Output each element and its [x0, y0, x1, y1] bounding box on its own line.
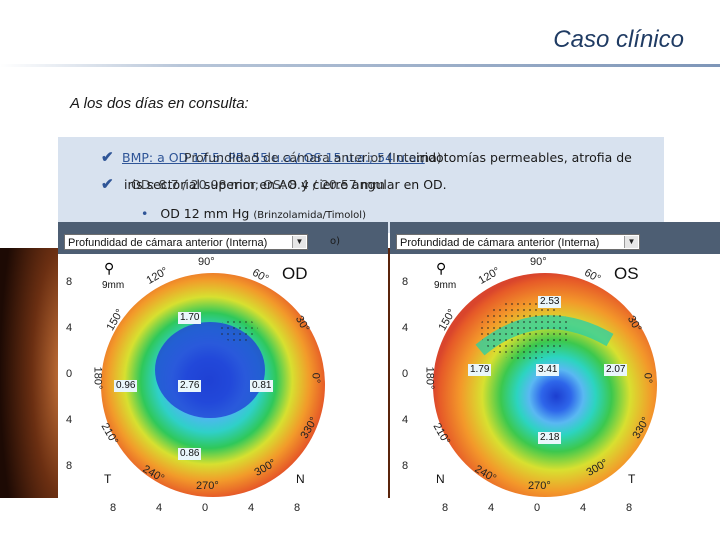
topography-od: Profundidad de cámara anterior (Interna)… [58, 222, 388, 540]
deg-180: 180° [91, 366, 104, 390]
x-tick: 0 [202, 502, 209, 514]
os-color-map [433, 273, 657, 497]
bullet-line1-underlined: BMP: a OD 17.5; PR: 55 u.a./ OS 15 u.a.;… [122, 150, 425, 165]
x-tick: 0 [534, 502, 541, 514]
deg-0: 0° [641, 372, 654, 384]
deg-270: 270° [528, 480, 551, 492]
x-tick: 8 [442, 502, 449, 514]
mm-label: 9mm [434, 280, 457, 291]
map-type-dropdown[interactable]: Profundidad de cámara anterior (Interna)… [396, 234, 640, 250]
x-tick: 8 [110, 502, 117, 514]
x-tick: 8 [626, 502, 633, 514]
deg-270: 270° [196, 480, 219, 492]
deg-90: 90° [530, 256, 547, 268]
x-tick: 4 [156, 502, 163, 514]
corner-right: N [296, 472, 305, 486]
value-center: 2.76 [178, 380, 202, 392]
value-left: 0.96 [114, 380, 138, 392]
iop-line: • OD 12 mm Hg (Brinzolamida/Timolol) [141, 206, 366, 221]
bullet-line1-overlay-c: iridotomías permeables, atrofia de [416, 150, 632, 165]
value-right: 0.81 [250, 380, 274, 392]
value-left: 1.79 [468, 364, 492, 376]
title-rule [0, 64, 720, 67]
y-tick: 4 [402, 322, 409, 334]
eye-label: OS [614, 264, 639, 283]
y-tick: 4 [66, 414, 73, 426]
value-right: 2.07 [604, 364, 628, 376]
y-tick: 4 [402, 414, 409, 426]
magnifier-icon[interactable]: ⚲ [104, 260, 115, 276]
y-tick: 4 [66, 322, 73, 334]
bullet-line1-overlay-b: Profundidad de cámara anterior (Interna) [184, 150, 442, 165]
deg-90: 90° [198, 256, 215, 268]
y-tick: 0 [402, 368, 409, 380]
eye-photo-left [0, 248, 64, 498]
corner-right: T [628, 472, 636, 486]
x-tick: 4 [580, 502, 587, 514]
y-tick: 8 [402, 276, 409, 288]
iop-text: OD 12 mm Hg [160, 206, 250, 221]
x-tick: 8 [294, 502, 301, 514]
corner-left: N [436, 472, 445, 486]
mm-label: 9mm [102, 280, 125, 291]
dropdown-value: Profundidad de cámara anterior (Interna) [400, 237, 600, 249]
value-center-top: 1.70 [178, 312, 202, 324]
overlap-paren: o) [330, 236, 341, 247]
deg-180: 180° [423, 366, 436, 390]
y-tick: 8 [66, 460, 73, 472]
chevron-down-icon: ▼ [292, 236, 306, 248]
iop-medication: (Brinzolamida/Timolol) [253, 210, 366, 221]
bullet-line2-overlay-a: iris sectorial superior en AO y cierre a… [124, 177, 447, 192]
od-color-map [101, 273, 325, 497]
y-tick: 0 [66, 368, 73, 380]
x-tick: 4 [488, 502, 495, 514]
sub-bullet-dot: • [141, 206, 149, 221]
dropdown-value: Profundidad de cámara anterior (Interna) [68, 237, 268, 249]
value-bottom: 0.86 [178, 448, 202, 460]
y-tick: 8 [66, 276, 73, 288]
slide-title: Caso clínico [553, 26, 684, 53]
x-tick: 4 [248, 502, 255, 514]
corner-left: T [104, 472, 112, 486]
deg-0: 0° [309, 372, 322, 384]
checkmark-icon: ✔ [101, 149, 114, 166]
value-bottom: 2.18 [538, 432, 562, 444]
y-tick: 8 [402, 460, 409, 472]
magnifier-icon[interactable]: ⚲ [436, 260, 447, 276]
topography-os: Profundidad de cámara anterior (Interna)… [390, 222, 720, 540]
subtitle: A los dos días en consulta: [70, 95, 249, 112]
bullet-line2-overlay-b: OD: 8.7 / 20.98 mm; OS: 8.4 / 20.57 mm [131, 177, 386, 192]
value-center: 3.41 [536, 364, 560, 376]
map-type-dropdown[interactable]: Profundidad de cámara anterior (Interna)… [64, 234, 308, 250]
bullet-textbox [58, 137, 664, 233]
chevron-down-icon: ▼ [624, 236, 638, 248]
checkmark-icon: ✔ [101, 176, 114, 193]
bullet-line1-overlay-a: BMP: a OD 17.5; PR: 55 u.a./ OS 15 u.a.;… [122, 150, 425, 165]
value-top: 2.53 [538, 296, 562, 308]
eye-label: OD [282, 264, 308, 283]
